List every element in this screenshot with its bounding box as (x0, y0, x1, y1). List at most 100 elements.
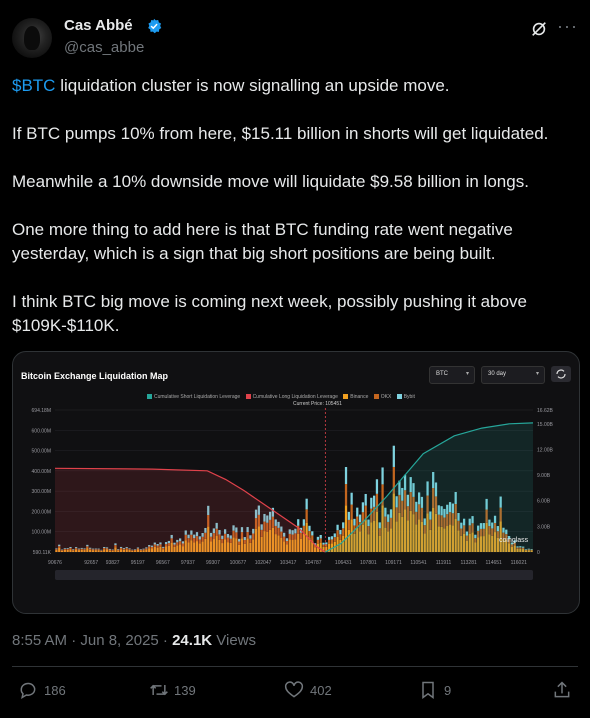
bar-binance (409, 510, 412, 552)
reply-count: 186 (44, 683, 66, 698)
bar-okx (55, 549, 58, 551)
bar-bybit (333, 533, 336, 538)
bar-okx (63, 549, 66, 550)
bar-okx (201, 536, 204, 542)
bar-bybit (134, 549, 137, 550)
bar-binance (125, 549, 128, 552)
bar-okx (122, 548, 126, 550)
legend-short[interactable]: Cumulative Short Liquidation Leverage (147, 394, 240, 400)
bar-bybit (311, 531, 314, 536)
bar-binance (119, 549, 123, 552)
bar-bybit (471, 516, 474, 524)
bar-binance (178, 544, 182, 552)
share-button[interactable] (552, 678, 576, 702)
repost-button[interactable]: 139 (148, 678, 208, 702)
bar-okx (468, 525, 471, 534)
bar-okx (462, 525, 466, 534)
more-options-icon[interactable]: ··· (557, 16, 578, 36)
bar-bybit (524, 549, 528, 550)
legend-okx[interactable]: OKX (373, 394, 391, 400)
bar-binance (403, 509, 407, 552)
grok-icon[interactable] (530, 20, 548, 38)
bar-binance (432, 508, 435, 552)
range-select[interactable]: 30 day ▾ (481, 366, 545, 384)
bar-binance (370, 522, 373, 552)
bar-binance (527, 550, 530, 552)
bar-binance (330, 543, 334, 552)
bar-okx (139, 549, 142, 551)
bar-binance (477, 537, 480, 552)
bar-binance (212, 539, 215, 552)
bar-bybit (432, 472, 435, 489)
bar-bybit (507, 536, 511, 540)
chart-legend: Cumulative Short Liquidation Leverage Cu… (147, 394, 419, 400)
bar-bybit (356, 507, 359, 517)
bar-bybit (212, 528, 215, 534)
bookmark-button[interactable]: 9 (418, 678, 468, 702)
refresh-button[interactable] (551, 366, 571, 382)
bar-okx (240, 532, 244, 539)
bar-bybit (395, 496, 398, 508)
bar-bybit (384, 507, 387, 517)
y-tick-left: 300.00M (32, 489, 51, 495)
asset-select[interactable]: BTC ▾ (429, 366, 475, 384)
bar-binance (294, 539, 297, 552)
bar-bybit (274, 519, 277, 526)
bar-okx (268, 519, 272, 530)
bar-bybit (367, 519, 370, 527)
bar-bybit (198, 536, 201, 540)
bar-okx (507, 539, 511, 544)
cashtag-link[interactable]: $BTC (12, 76, 56, 95)
action-bar: 186 139 402 9 (12, 678, 578, 702)
like-button[interactable]: 402 (284, 678, 344, 702)
bar-binance (291, 540, 294, 552)
x-tick: 116021 (511, 560, 528, 566)
bar-binance (491, 535, 494, 552)
bar-bybit (125, 547, 128, 549)
short-line (325, 422, 534, 553)
bar-bybit (55, 548, 58, 550)
bar-bybit (139, 549, 142, 550)
bar-bybit (249, 535, 252, 539)
bar-okx (215, 528, 218, 536)
bar-binance (288, 539, 291, 552)
bar-binance (274, 534, 277, 552)
bar-okx (148, 546, 151, 549)
media-image[interactable]: 694.18M 600.00M 500.00M 400.00M 300.00M 200.0… (12, 351, 580, 614)
bar-bybit (145, 547, 148, 549)
bar-binance (434, 513, 438, 552)
bar-okx (493, 522, 497, 533)
bar-binance (350, 519, 353, 552)
bar-okx (434, 496, 438, 514)
legend-bybit[interactable]: Bybit (396, 394, 415, 400)
legend-binance[interactable]: Binance (343, 394, 368, 400)
bar-bybit (344, 467, 348, 485)
bar-binance (412, 514, 415, 552)
timestamp-link[interactable]: 8:55 AM · Jun 8, 2025 · (12, 632, 173, 649)
author-handle[interactable]: @cas_abbe (64, 39, 145, 56)
bar-bybit (510, 542, 514, 545)
bar-okx (519, 547, 522, 549)
bar-bybit (330, 536, 334, 540)
legend-long[interactable]: Cumulative Long Liquidation Leverage (245, 394, 338, 400)
bar-okx (260, 529, 263, 537)
y-tick-left: 600.00M (32, 428, 51, 434)
bar-bybit (302, 519, 305, 526)
bar-okx (465, 535, 469, 541)
bar-bybit (181, 541, 185, 544)
x-tick: 111911 (436, 560, 452, 566)
bar-okx (156, 545, 159, 548)
bar-binance (322, 546, 325, 552)
reply-button[interactable]: 186 (18, 678, 78, 702)
x-tick: 92657 (84, 560, 98, 566)
bar-bybit (502, 527, 505, 533)
bar-okx (488, 526, 491, 535)
bar-bybit (283, 532, 286, 537)
bar-okx (212, 533, 215, 540)
author-name[interactable]: Cas Abbé (64, 17, 133, 34)
bar-binance (103, 549, 106, 552)
bar-okx (91, 549, 95, 551)
bar-binance (218, 539, 221, 552)
bar-bybit (128, 548, 131, 550)
avatar[interactable] (12, 18, 52, 58)
